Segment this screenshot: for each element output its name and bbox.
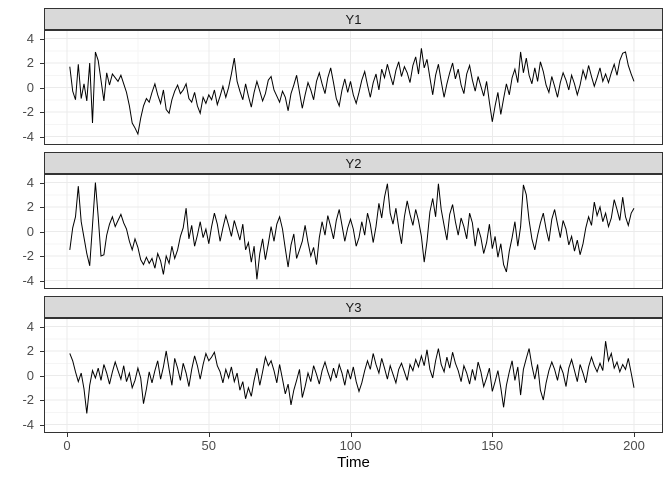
y-tick-mark xyxy=(40,424,44,426)
y-tick-mark xyxy=(40,207,44,208)
y-tick-label: 2 xyxy=(26,55,34,70)
x-tick-mark xyxy=(492,433,494,437)
y-tick-mark xyxy=(40,136,44,138)
facet-strip-y3: Y3 xyxy=(44,296,663,318)
facet-panel-y2 xyxy=(44,174,663,289)
y-tick-label: -2 xyxy=(22,248,34,263)
y-tick-label: -2 xyxy=(22,392,34,407)
y-tick-mark xyxy=(40,351,44,352)
x-tick-mark xyxy=(350,433,352,437)
y-tick-mark xyxy=(40,280,44,282)
x-tick-mark xyxy=(67,433,68,437)
y-tick-label: -4 xyxy=(22,416,34,432)
y-tick-mark xyxy=(40,375,44,377)
y-tick-label: -2 xyxy=(22,104,34,119)
facet-strip-label: Y3 xyxy=(345,299,362,315)
x-tick-label: 50 xyxy=(201,438,216,453)
y-tick-label: 2 xyxy=(26,343,34,358)
plot-area-y2 xyxy=(45,175,662,288)
x-tick-label: 0 xyxy=(63,438,71,453)
y-tick-label: 4 xyxy=(26,318,34,334)
facet-strip-label: Y2 xyxy=(345,155,362,171)
y-tick-mark xyxy=(40,38,44,40)
series-line-y1 xyxy=(69,48,635,136)
series-line-y3 xyxy=(69,341,635,414)
y-tick-mark xyxy=(40,231,44,233)
y-tick-mark xyxy=(40,182,44,184)
facet-strip-y2: Y2 xyxy=(44,152,663,174)
y-tick-label: 2 xyxy=(26,199,34,214)
facet-strip-label: Y1 xyxy=(345,11,362,27)
plot-area-y1 xyxy=(45,31,662,144)
y-tick-mark xyxy=(40,87,44,89)
y-tick-label: 4 xyxy=(26,30,34,46)
y-tick-label: 0 xyxy=(26,367,34,383)
x-tick-label: 150 xyxy=(481,438,504,453)
x-axis-title: Time xyxy=(337,454,370,471)
y-tick-mark xyxy=(40,63,44,64)
y-tick-label: -4 xyxy=(22,272,34,288)
y-tick-label: 0 xyxy=(26,79,34,95)
y-tick-mark xyxy=(40,256,44,257)
x-tick-mark xyxy=(208,433,210,437)
facet-panel-y1 xyxy=(44,30,663,145)
x-tick-label: 100 xyxy=(339,438,362,453)
facet-strip-y1: Y1 xyxy=(44,8,663,30)
y-tick-label: 0 xyxy=(26,223,34,239)
facet-panel-y3 xyxy=(44,318,663,433)
x-tick-mark xyxy=(634,433,635,437)
y-tick-label: 4 xyxy=(26,174,34,190)
y-tick-mark xyxy=(40,326,44,328)
plot-area-y3 xyxy=(45,319,662,432)
x-tick-label: 200 xyxy=(623,438,645,453)
y-tick-mark xyxy=(40,400,44,401)
y-tick-mark xyxy=(40,112,44,113)
y-tick-label: -4 xyxy=(22,128,34,144)
series-line-y2 xyxy=(69,182,635,280)
